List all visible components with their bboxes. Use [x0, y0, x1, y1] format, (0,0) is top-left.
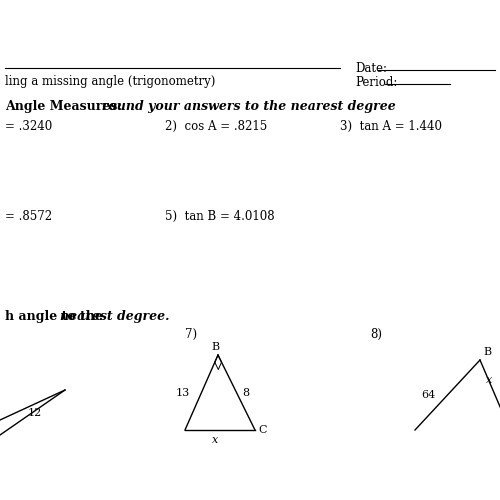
Text: 8): 8)	[370, 328, 382, 341]
Text: 3)  tan A = 1.440: 3) tan A = 1.440	[340, 120, 442, 133]
Text: C: C	[258, 425, 266, 435]
Text: round your answers to the nearest degree: round your answers to the nearest degree	[93, 100, 396, 113]
Text: h angle to the: h angle to the	[5, 310, 107, 323]
Text: = .8572: = .8572	[5, 210, 52, 223]
Text: Date:: Date:	[355, 62, 387, 75]
Text: 12: 12	[28, 408, 42, 418]
Text: B: B	[483, 347, 491, 357]
Text: 13: 13	[176, 388, 190, 398]
Text: 7): 7)	[185, 328, 197, 341]
Text: Angle Measures:: Angle Measures:	[5, 100, 122, 113]
Text: = .3240: = .3240	[5, 120, 52, 133]
Text: ling a missing angle (trigonometry): ling a missing angle (trigonometry)	[5, 75, 216, 88]
Text: x: x	[212, 435, 218, 445]
Text: Period:: Period:	[355, 76, 398, 89]
Text: 8: 8	[242, 388, 250, 398]
Text: 64: 64	[421, 390, 436, 400]
Text: x: x	[486, 375, 492, 385]
Text: 5)  tan B = 4.0108: 5) tan B = 4.0108	[165, 210, 274, 223]
Text: 2)  cos A = .8215: 2) cos A = .8215	[165, 120, 267, 133]
Text: nearest degree.: nearest degree.	[60, 310, 170, 323]
Text: B: B	[211, 342, 219, 352]
